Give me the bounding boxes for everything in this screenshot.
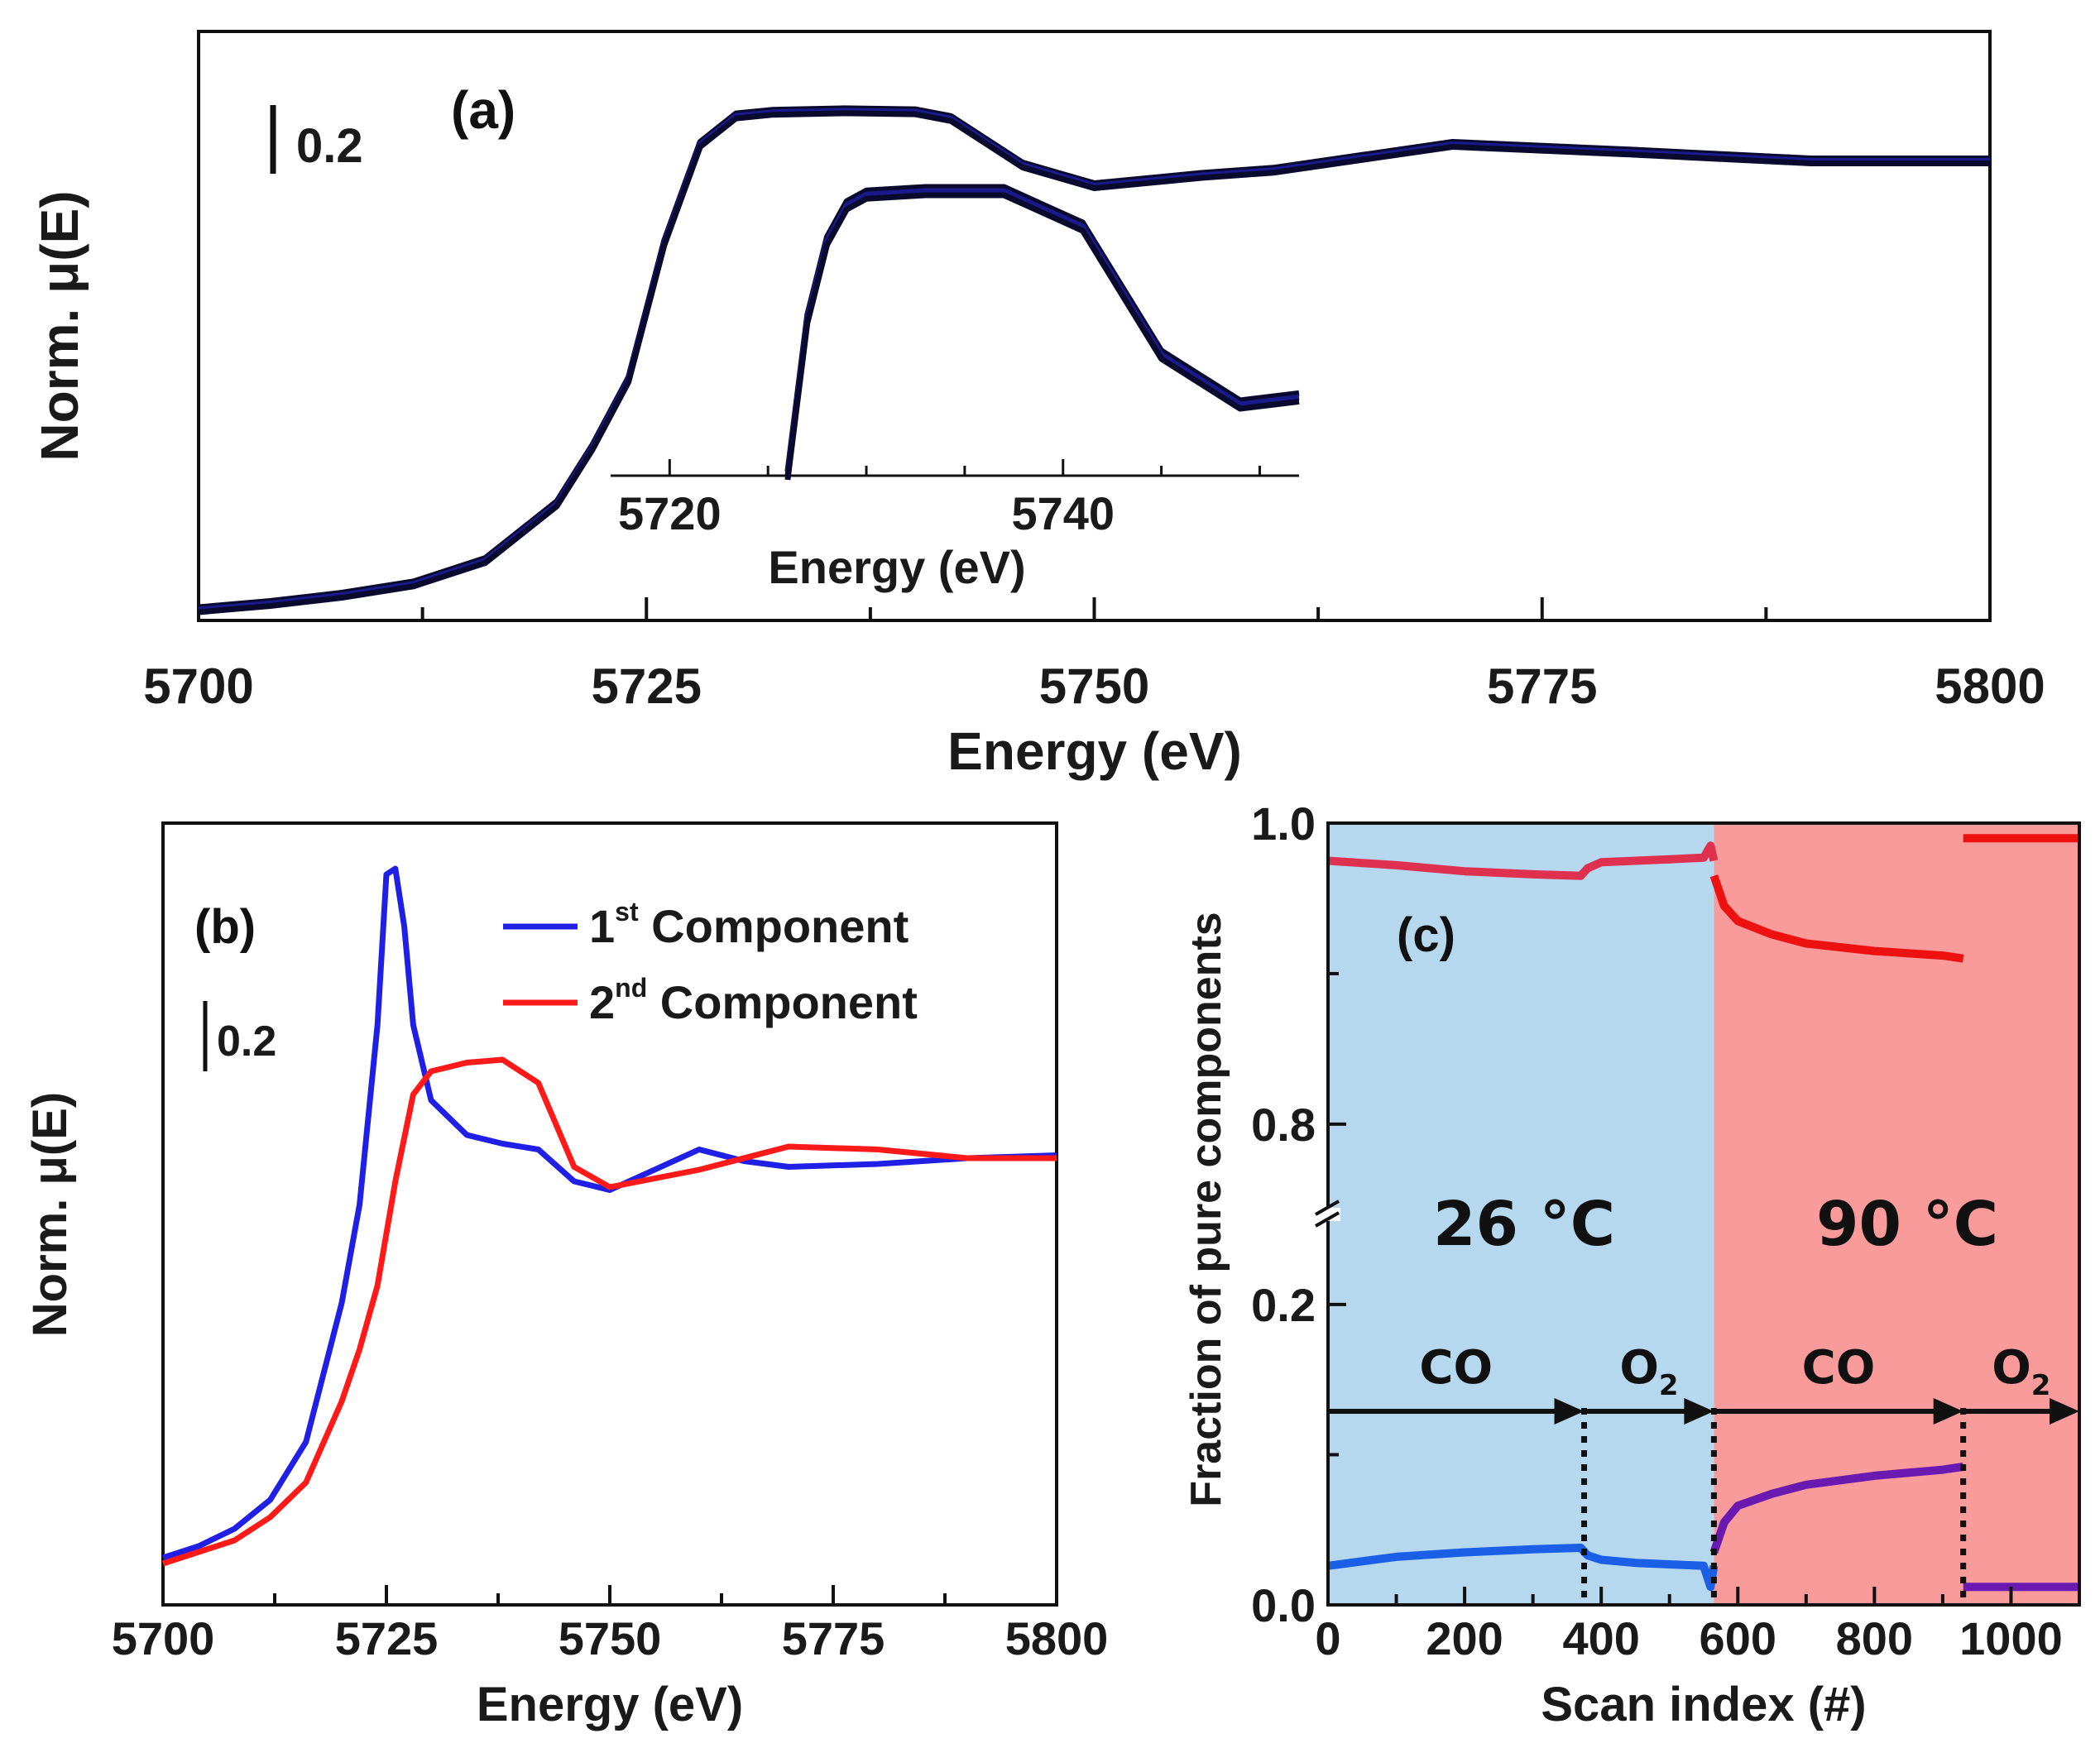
panel-c-x-tick-label: 0 [1315, 1612, 1340, 1664]
panel-b-x-ticks: 5700 5725 5750 5775 5800 [112, 1585, 1109, 1664]
panel-b-lines [161, 865, 1057, 1567]
panel-b-y-axis-title: Norm. μ(E) [23, 1092, 77, 1338]
panel-b-x-axis-title: Energy (eV) [477, 1678, 743, 1731]
panel-c-y-tick-label: 0.2 [1251, 1279, 1316, 1331]
panel-c-ticks: 0 200 400 600 800 1000 0.0 0.2 0.8 1.0 [1251, 797, 2081, 1664]
phase-arrow-head-0 [1554, 1398, 1585, 1425]
inset-series-line [784, 192, 1300, 481]
panel-c-y-tick-label: 0.8 [1251, 1099, 1316, 1151]
panel-a-x-tick-label: 5725 [592, 658, 702, 714]
panel-a-label: (a) [451, 80, 515, 140]
panel-a-series-line [198, 110, 1990, 615]
temperature-label-90: 90 °C [1816, 1189, 1998, 1260]
panel-c-axis-break [1315, 1200, 1340, 1228]
panel-b-x-tick-label: 5750 [559, 1612, 662, 1664]
phase-arrow-head-1 [1684, 1398, 1714, 1425]
panel-b-label: (b) [194, 900, 256, 954]
panel-b-x-tick-label: 5725 [335, 1612, 439, 1664]
panel-b-x-tick-label: 5700 [112, 1612, 215, 1664]
panel-a-x-tick-label: 5775 [1487, 658, 1597, 714]
temperature-label-26: 26 °C [1433, 1189, 1615, 1260]
phase-label-0: CO [1419, 1341, 1493, 1395]
inset-series-line [784, 188, 1300, 477]
panel-a-x-tick-label: 5750 [1039, 658, 1149, 714]
inset-series-line [784, 184, 1300, 472]
panel-c-x-tick-label: 200 [1426, 1612, 1503, 1664]
panel-a-scale-label: 0.2 [296, 119, 363, 173]
panel-c-x-tick-label: 800 [1836, 1612, 1913, 1664]
legend-entry-1st: 1st Component [589, 897, 909, 952]
panel-c-x-axis-title: Scan index (#) [1541, 1678, 1866, 1731]
panel-a-lines [198, 105, 1990, 615]
panel-c-lines [1327, 834, 2079, 1592]
panel-b-series-2 [161, 1056, 1057, 1567]
panel-b: 5700 5725 5750 5775 5800 0.2 (b) 1st Compone… [23, 821, 1109, 1731]
panel-a-x-ticks: 5700 5725 5750 5775 5800 [143, 597, 2045, 714]
phase-label-3: O2 [1992, 1341, 2050, 1402]
panel-b-x-tick-label: 5775 [782, 1612, 885, 1664]
inset-x-axis-title: Energy (eV) [768, 541, 1025, 593]
panel-c-x-tick-label: 400 [1562, 1612, 1639, 1664]
panel-c-phase-arrows: CO O2 CO O2 [1328, 1341, 2079, 1605]
panel-c: CO O2 CO O2 0 200 400 600 800 1000 0.0 0.2 0.8 1.0 (… [1182, 797, 2081, 1731]
panel-b-scale-label: 0.2 [217, 1018, 276, 1066]
panel-a-x-tick-label: 5700 [143, 658, 253, 714]
phase-arrow-head-2 [1933, 1398, 1963, 1425]
panel-c-label: (c) [1397, 908, 1455, 962]
component-1-fraction-segment-1 [1709, 874, 1964, 963]
panel-b-x-tick-label: 5800 [1005, 1612, 1109, 1664]
inset-x-tick-label: 5720 [618, 487, 722, 539]
inset-x-tick-label: 5740 [1011, 487, 1115, 539]
panel-c-y-axis-title: Fraction of pure components [1182, 912, 1230, 1506]
panel-c-regions [1328, 823, 2079, 1605]
legend-entry-2nd: 2nd Component [589, 973, 918, 1028]
component-2-fraction-segment-0 [1327, 1544, 1719, 1592]
panel-a-x-axis-title: Energy (eV) [947, 721, 1242, 781]
component-2-fraction-segment-1 [1709, 1463, 1964, 1554]
panel-c-x-tick-label: 1000 [1959, 1612, 2063, 1664]
panel-c-x-tick-label: 600 [1700, 1612, 1776, 1664]
panel-c-y-tick-label: 0.0 [1251, 1579, 1316, 1631]
phase-label-2: CO [1802, 1341, 1876, 1395]
panel-a-x-tick-label: 5800 [1935, 658, 2045, 714]
temperature-region-0 [1328, 823, 1714, 1605]
component-1-fraction-segment-0 [1327, 841, 1719, 880]
panel-c-y-tick-label: 1.0 [1251, 797, 1316, 850]
phase-arrow-head-3 [2050, 1398, 2079, 1425]
panel-b-series-1 [161, 865, 1057, 1561]
panel-a-y-axis-title: Norm. μ(E) [30, 190, 89, 461]
panel-b-legend: 1st Component 2nd Component [503, 897, 918, 1028]
phase-label-1: O2 [1619, 1341, 1678, 1402]
